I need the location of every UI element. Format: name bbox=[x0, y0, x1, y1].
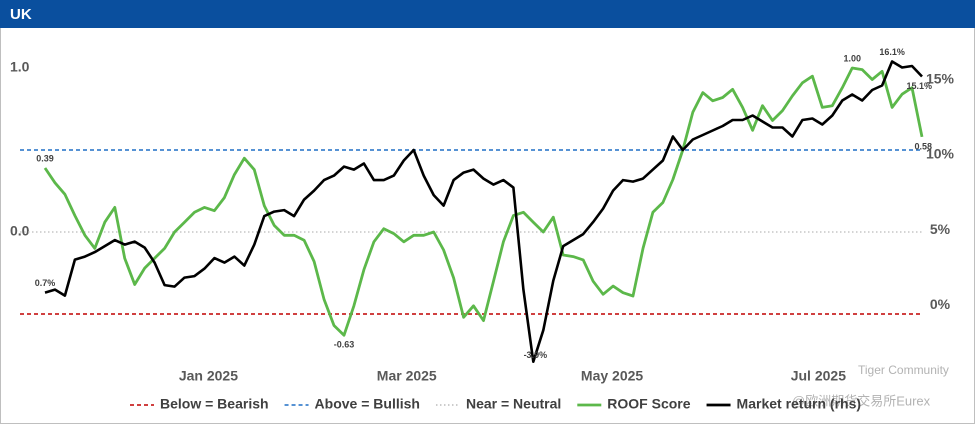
data-label: 0.39 bbox=[36, 153, 54, 163]
watermark: @欧洲期货交易所Eurex bbox=[792, 393, 931, 408]
legend-label: Above = Bullish bbox=[315, 396, 420, 412]
data-label: 15.1% bbox=[906, 81, 932, 91]
x-tick-label: Mar 2025 bbox=[377, 368, 437, 384]
y2-tick-label: 5% bbox=[930, 221, 951, 237]
data-label: 0.58 bbox=[914, 141, 932, 151]
header-title: UK bbox=[10, 6, 32, 23]
x-tick-label: May 2025 bbox=[581, 368, 643, 384]
series-line bbox=[43, 66, 924, 337]
header-bar bbox=[0, 0, 975, 28]
y2-tick-label: 0% bbox=[930, 296, 951, 312]
legend-label: ROOF Score bbox=[607, 396, 690, 412]
legend-label: Below = Bearish bbox=[160, 396, 269, 412]
y-tick-label: 0.0 bbox=[10, 223, 30, 239]
data-label: 16.1% bbox=[879, 47, 905, 57]
data-label: -0.63 bbox=[334, 340, 355, 350]
legend-label: Market return (rhs) bbox=[737, 396, 861, 412]
data-label: 1.00 bbox=[843, 53, 861, 63]
y2-tick-label: 10% bbox=[926, 146, 955, 162]
watermark: Tiger Community bbox=[858, 363, 949, 377]
y2-tick-label: 15% bbox=[926, 71, 955, 87]
x-tick-label: Jul 2025 bbox=[791, 368, 846, 384]
series-line bbox=[44, 60, 923, 363]
x-tick-label: Jan 2025 bbox=[179, 368, 238, 384]
legend-label: Near = Neutral bbox=[466, 396, 561, 412]
y-tick-label: 1.0 bbox=[10, 59, 30, 75]
data-label: -3.9% bbox=[524, 350, 548, 360]
data-label: 0.7% bbox=[35, 278, 56, 288]
